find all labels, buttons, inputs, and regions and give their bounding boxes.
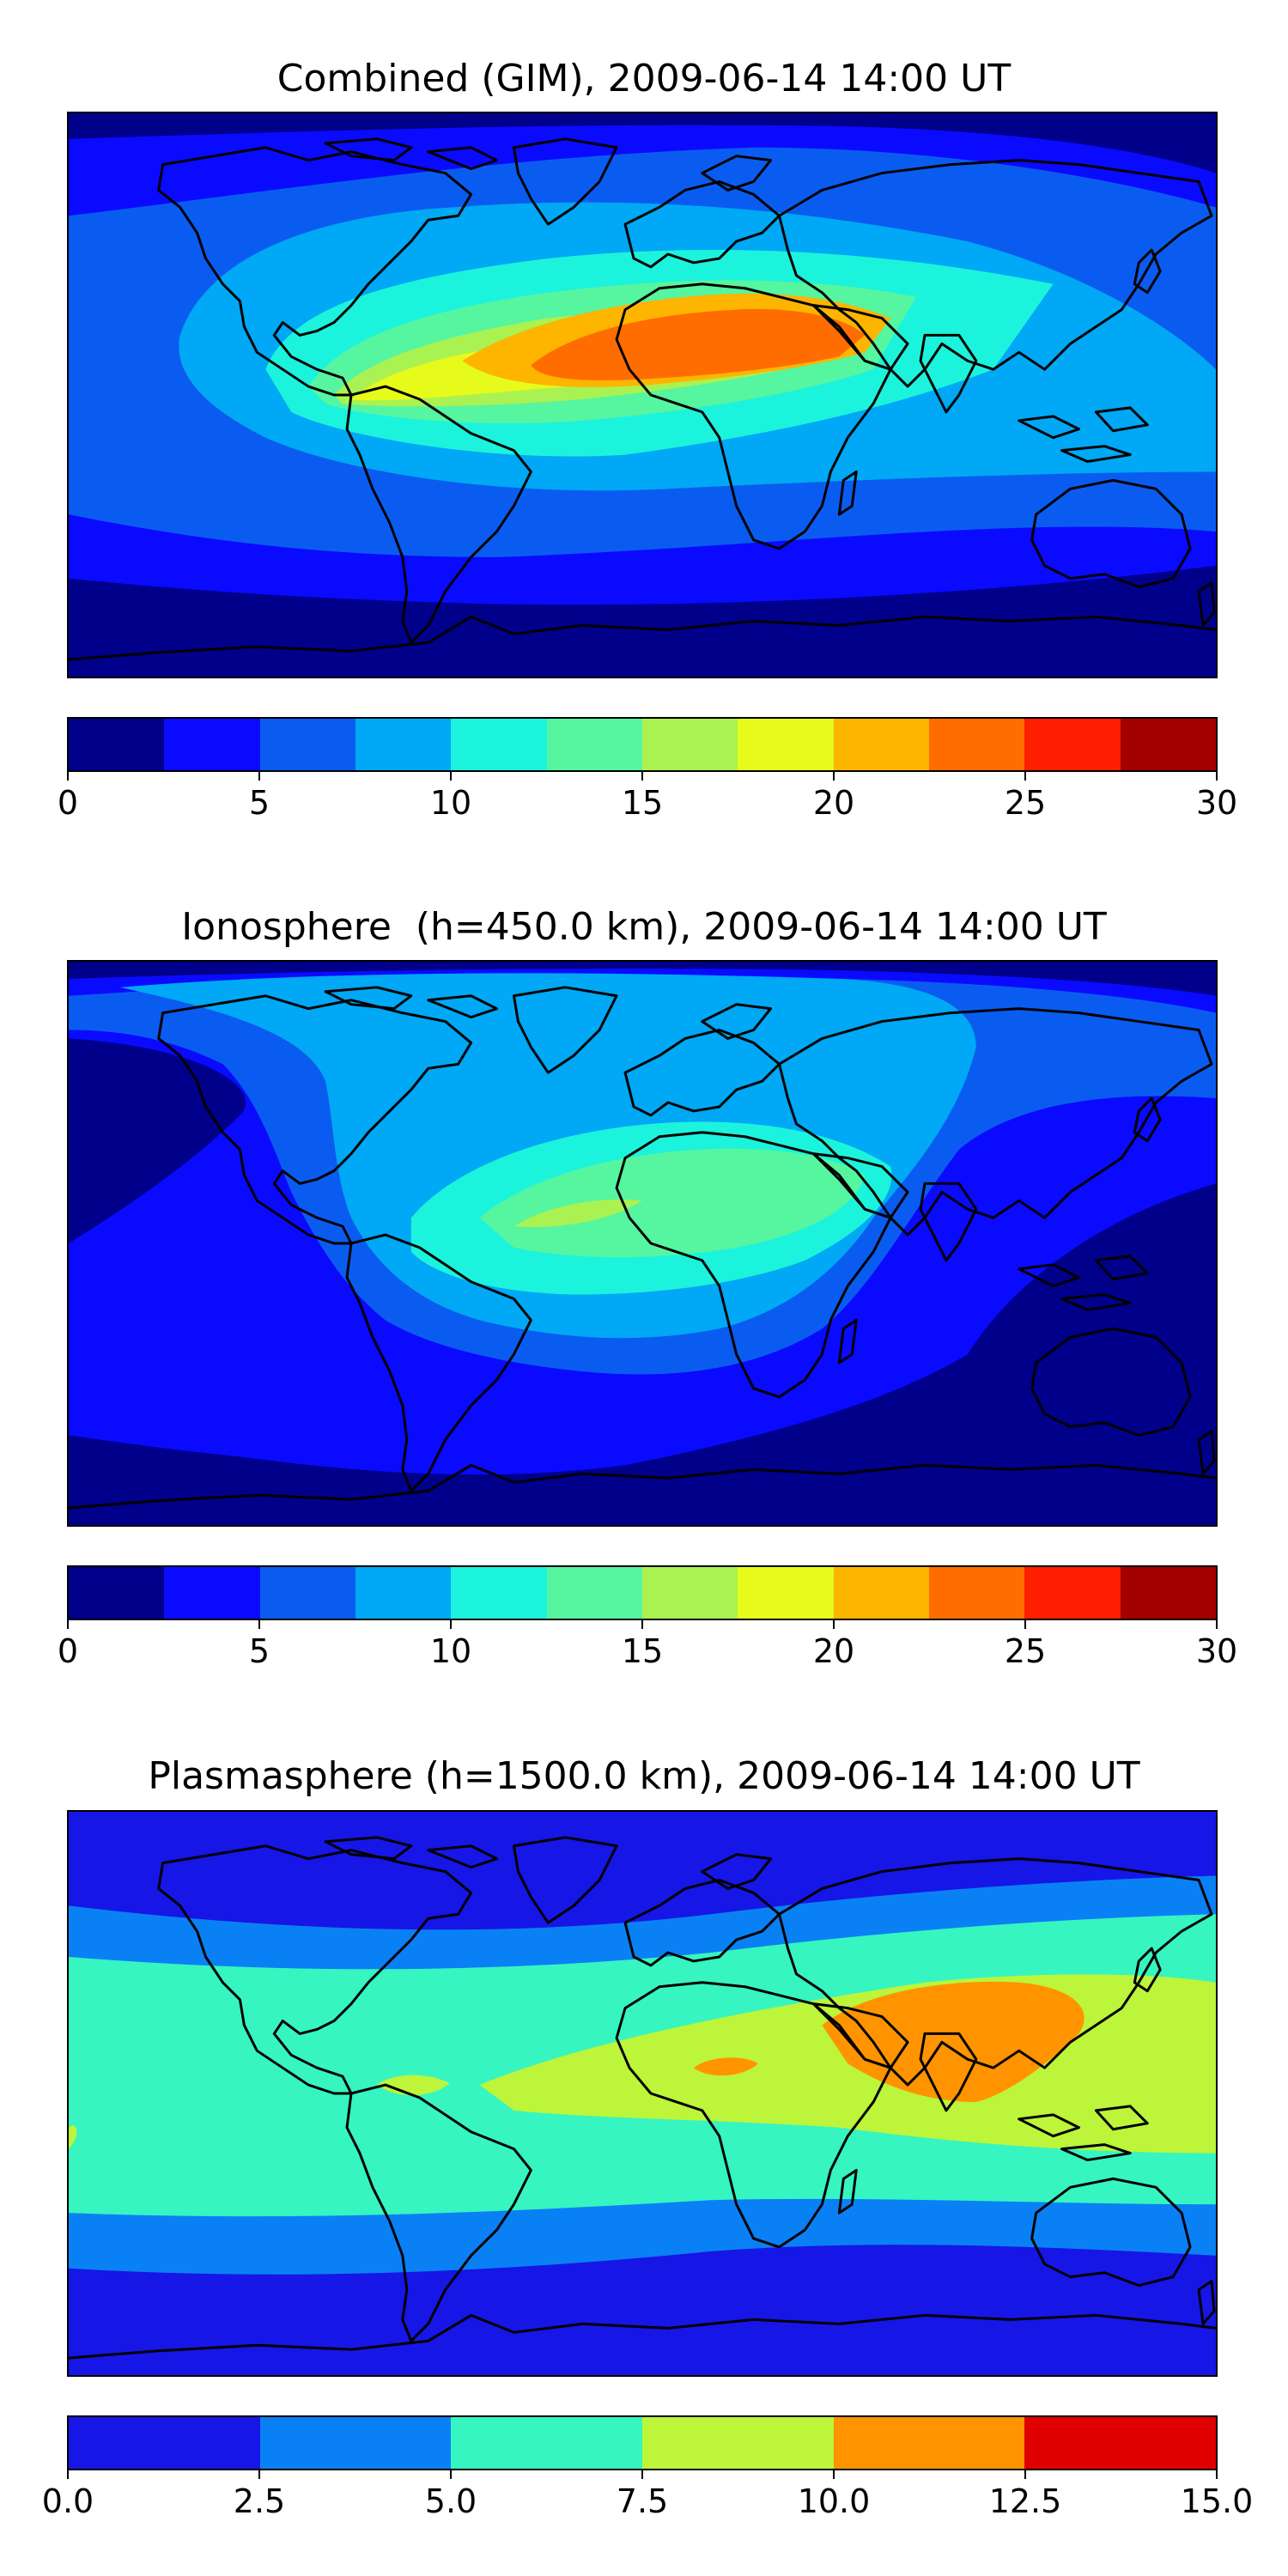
colorbar-tick-mark [1024, 2470, 1026, 2479]
colorbar-tick-mark [1216, 772, 1218, 781]
colorbar-tick-label: 2.5 [233, 2482, 286, 2520]
colorbar-tick-label: 15 [621, 784, 664, 822]
colorbar-tick-label: 30 [1195, 1632, 1238, 1670]
colorbar-tick-mark [450, 1620, 452, 1629]
colorbar-tick-label: 12.5 [988, 2482, 1062, 2520]
colorbar-tick-label: 5.0 [424, 2482, 477, 2520]
colorbar-tick-mark [67, 1620, 69, 1629]
colorbar-tick-label: 10.0 [797, 2482, 871, 2520]
colorbar-segment-ionosphere [546, 1567, 642, 1619]
colorbar-segment-ionosphere [451, 1567, 547, 1619]
colorbar-tick-label: 5 [248, 784, 270, 822]
colorbar-segment-ionosphere [738, 1567, 834, 1619]
colorbar-tick-label: 0 [57, 784, 79, 822]
colorbar-segment-plasmasphere [69, 2417, 260, 2469]
colorbar-tick-mark [258, 1620, 260, 1629]
colorbar-tick-mark [641, 2470, 643, 2479]
colorbar-segment-combined [641, 719, 738, 770]
colorbar-segment-combined [355, 719, 452, 770]
colorbar-tick-mark [1024, 772, 1026, 781]
colorbar-tick-mark [1216, 2470, 1218, 2479]
colorbar-tick-mark [450, 772, 452, 781]
colorbar-segment-combined [928, 719, 1025, 770]
colorbar-tick-mark [1216, 1620, 1218, 1629]
colorbar-segment-ionosphere [259, 1567, 355, 1619]
colorbar-tick-label: 15 [621, 1632, 664, 1670]
colorbar-ticks-plasmasphere: 0.0 2.5 5.0 7.5 10.0 12.5 15.0 [42, 2470, 1253, 2522]
colorbar-tick-mark [258, 772, 260, 781]
colorbar-tick-label: 15.0 [1180, 2482, 1254, 2520]
colorbar-ticks-ionosphere: 0 5 10 15 20 25 30 [58, 1620, 1237, 1672]
colorbar-tick-label: 25 [1004, 784, 1047, 822]
tec-map-combined [69, 113, 1216, 677]
colorbar-segment-ionosphere [928, 1567, 1025, 1619]
colorbar-tick-label: 25 [1004, 1632, 1047, 1670]
colorbar-tick-mark [67, 772, 69, 781]
colorbar-segment-ionosphere [69, 1567, 165, 1619]
colorbar-combined [67, 717, 1218, 772]
colorbar-segment-combined [738, 719, 834, 770]
colorbar-segment-combined [164, 719, 260, 770]
colorbar-segment-combined [1120, 719, 1216, 770]
colorbar-segment-plasmasphere [451, 2417, 643, 2469]
colorbar-segment-combined [833, 719, 929, 770]
map-combined [67, 112, 1218, 678]
colorbar-segment-combined [259, 719, 355, 770]
colorbar-tick-mark [67, 2470, 69, 2479]
colorbar-segment-plasmasphere [259, 2417, 452, 2469]
colorbar-segment-combined [69, 719, 165, 770]
colorbar-tick-label: 5 [248, 1632, 270, 1670]
colorbar-tick-label: 0 [57, 1632, 79, 1670]
colorbar-segment-ionosphere [1024, 1567, 1121, 1619]
colorbar-tick-label: 0.0 [41, 2482, 94, 2520]
colorbar-tick-mark [258, 2470, 260, 2479]
colorbar-tick-label: 20 [812, 1632, 855, 1670]
colorbar-ionosphere [67, 1565, 1218, 1620]
tec-map-ionosphere [69, 962, 1216, 1525]
panel-title-combined: Combined (GIM), 2009-06-14 14:00 UT [276, 57, 1012, 100]
colorbar-tick-mark [1024, 1620, 1026, 1629]
colorbar-segment-plasmasphere [642, 2417, 834, 2469]
colorbar-tick-mark [833, 2470, 835, 2479]
colorbar-segment-combined [1024, 719, 1121, 770]
colorbar-segment-ionosphere [355, 1567, 452, 1619]
colorbar-tick-mark [641, 1620, 643, 1629]
colorbar-segment-combined [451, 719, 547, 770]
map-ionosphere [67, 960, 1218, 1527]
colorbar-segment-ionosphere [641, 1567, 738, 1619]
colorbar-segment-combined [546, 719, 642, 770]
colorbar-tick-mark [833, 772, 835, 781]
tec-map-plasmasphere [69, 1812, 1216, 2375]
colorbar-tick-label: 30 [1195, 784, 1238, 822]
colorbar-tick-label: 20 [812, 784, 855, 822]
panel-title-plasmasphere: Plasmasphere (h=1500.0 km), 2009-06-14 1… [148, 1754, 1140, 1798]
colorbar-tick-mark [833, 1620, 835, 1629]
colorbar-tick-label: 10 [429, 784, 472, 822]
colorbar-segment-plasmasphere [1024, 2417, 1216, 2469]
colorbar-segment-plasmasphere [833, 2417, 1025, 2469]
colorbar-segment-ionosphere [1120, 1567, 1216, 1619]
colorbar-segment-ionosphere [833, 1567, 929, 1619]
colorbar-segment-ionosphere [164, 1567, 260, 1619]
colorbar-ticks-combined: 0 5 10 15 20 25 30 [58, 772, 1237, 823]
colorbar-tick-mark [450, 2470, 452, 2479]
colorbar-plasmasphere [67, 2415, 1218, 2470]
colorbar-tick-label: 10 [429, 1632, 472, 1670]
colorbar-tick-mark [641, 772, 643, 781]
map-plasmasphere [67, 1810, 1218, 2377]
panel-title-ionosphere: Ionosphere (h=450.0 km), 2009-06-14 14:0… [181, 905, 1107, 949]
colorbar-tick-label: 7.5 [616, 2482, 669, 2520]
